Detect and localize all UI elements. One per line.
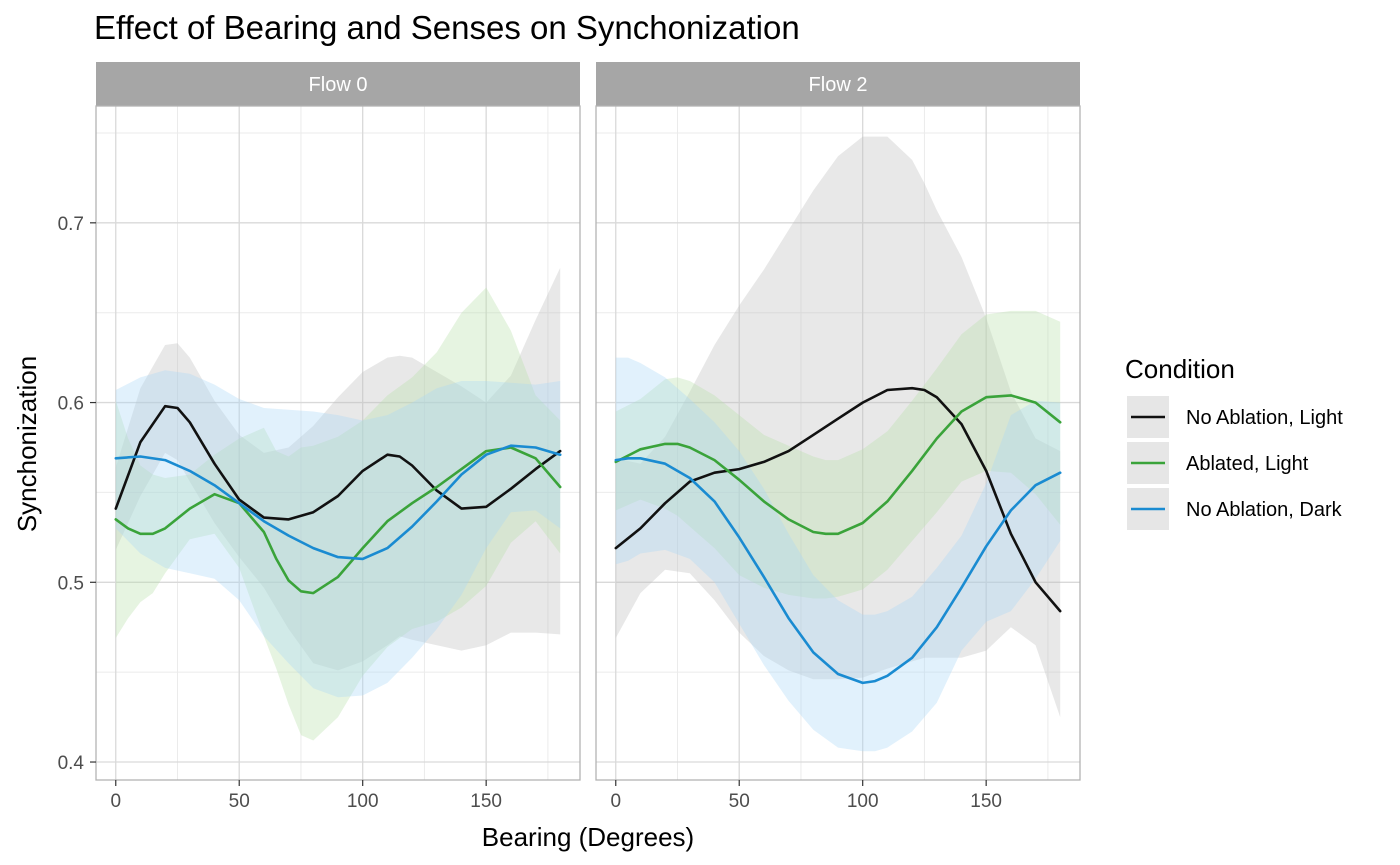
line-ablated-light [614, 394, 1062, 536]
x-tick-label: 0 [610, 791, 621, 812]
line-ablated-light [114, 446, 562, 595]
ribbon-no-ablation-light [615, 136, 1061, 718]
y-axis-title: Synchonization [12, 356, 42, 532]
ribbon-ablated-light [115, 287, 561, 741]
strip-flow-2 [596, 62, 1080, 106]
line-no-ablation-light [114, 404, 562, 521]
legend-title: Condition [1125, 354, 1235, 384]
strip-flow-0 [96, 62, 580, 106]
line-no-ablation-dark [614, 456, 1062, 685]
x-axis-title: Bearing (Degrees) [482, 822, 694, 852]
panel-flow-2: Flow 2 0 50 100 150 [595, 62, 1081, 812]
x-tick-label: 100 [847, 791, 879, 812]
legend-item-ablated-light: Ablated, Light [1127, 442, 1309, 484]
strip-label: Flow 2 [809, 74, 868, 96]
plot-background [96, 106, 580, 780]
y-tick-label: 0.6 [58, 394, 84, 415]
ribbon-no-ablation-dark [615, 357, 1061, 752]
y-tick-label: 0.4 [58, 753, 85, 774]
panel-flow-0: Flow 0 0 50 100 150 0.4 0.5 0.6 0.7 [58, 62, 581, 812]
facet-panels: Flow 0 0 50 100 150 0.4 0.5 0.6 0.7 Flow 2 0 50 100 1… [58, 62, 1081, 812]
x-tick-label: 50 [229, 791, 250, 812]
legend-label: No Ablation, Dark [1186, 499, 1343, 521]
panel-border [595, 105, 1081, 781]
ribbon-ablated-light [615, 310, 1061, 599]
x-tick-label: 100 [347, 791, 379, 812]
x-tick-label: 150 [470, 791, 502, 812]
ribbon-no-ablation-light [115, 267, 561, 671]
chart-title: Effect of Bearing and Senses on Synchoni… [94, 9, 800, 46]
strip-label: Flow 0 [309, 74, 368, 96]
y-tick-label: 0.7 [58, 214, 84, 235]
legend-label: No Ablation, Light [1186, 407, 1343, 429]
x-tick-label: 0 [110, 791, 121, 812]
y-tick-label: 0.5 [58, 573, 84, 594]
line-no-ablation-dark [114, 444, 562, 561]
legend-item-no-ablation-dark: No Ablation, Dark [1127, 488, 1343, 530]
x-tick-label: 50 [729, 791, 750, 812]
x-tick-label: 150 [970, 791, 1002, 812]
ribbon-no-ablation-dark [115, 370, 561, 698]
legend-label: Ablated, Light [1186, 453, 1309, 475]
legend: Condition No Ablation, Light Ablated, Lig… [1125, 354, 1343, 530]
legend-item-no-ablation-light: No Ablation, Light [1127, 396, 1343, 438]
panel-border [95, 105, 581, 781]
